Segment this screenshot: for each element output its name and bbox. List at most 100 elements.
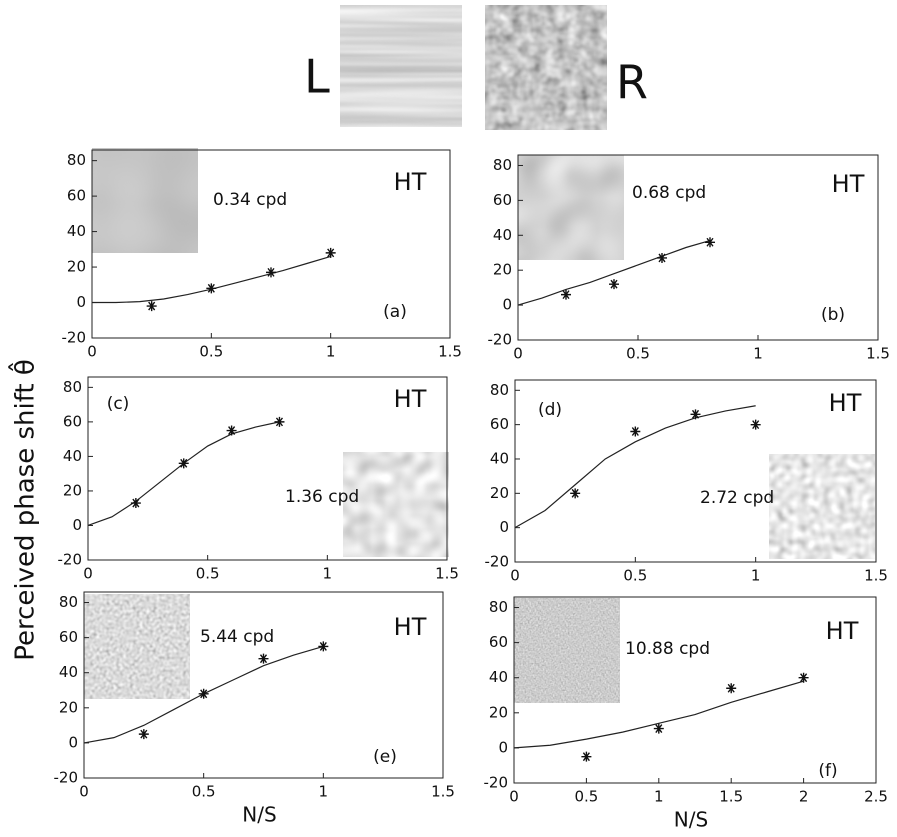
data-point (179, 458, 189, 468)
data-point (609, 279, 619, 289)
y-tick-label: -20 (58, 551, 83, 569)
fit-curve (92, 256, 331, 302)
x-tick-label: 0.5 (196, 565, 220, 583)
data-point (318, 641, 328, 651)
annotation-panel: (c) (107, 394, 130, 414)
y-tick-label: 40 (489, 668, 508, 686)
annotation-ht: HT (832, 170, 865, 198)
annotation-ht: HT (829, 389, 862, 417)
y-tick-label: 40 (67, 222, 86, 240)
y-tick-label: 20 (67, 258, 86, 276)
annotation-frequency: 2.72 cpd (700, 488, 774, 508)
x-tick-label: 1 (751, 567, 761, 585)
y-tick-label: 0 (76, 293, 86, 311)
annotation-panel: (b) (821, 305, 845, 325)
annotation-ht: HT (394, 613, 427, 641)
annotation-ht: HT (394, 168, 427, 196)
y-tick-label: 80 (59, 593, 78, 611)
right-stimulus (485, 5, 607, 130)
x-tick-label: 1.5 (866, 345, 890, 363)
y-tick-label: 20 (489, 703, 508, 721)
data-point (570, 488, 580, 498)
data-point (274, 417, 284, 427)
x-tick-label: 1.5 (438, 343, 462, 361)
data-point (259, 654, 269, 664)
annotation-panel: (f) (818, 761, 837, 781)
data-point (199, 689, 209, 699)
x-tick-label: 0 (509, 788, 519, 806)
x-tick-label: 1.5 (864, 567, 888, 585)
data-point (139, 729, 149, 739)
inset-texture (92, 148, 198, 253)
left-stimulus (340, 5, 462, 127)
y-tick-label: 0 (502, 296, 512, 314)
y-tick-label: 20 (493, 261, 512, 279)
annotation-panel: (d) (538, 400, 562, 420)
data-point (630, 427, 640, 437)
annotation-panel: (a) (383, 302, 407, 322)
y-tick-label: 80 (63, 378, 82, 396)
y-tick-label: -20 (488, 331, 513, 349)
data-point (799, 673, 809, 683)
data-point (691, 409, 701, 419)
y-tick-label: 40 (63, 447, 82, 465)
data-point (227, 426, 237, 436)
y-tick-label: -20 (485, 553, 510, 571)
y-tick-label: 80 (493, 156, 512, 174)
right-label: R (616, 56, 648, 110)
x-tick-label: 0.5 (574, 788, 598, 806)
fit-curve (515, 406, 756, 528)
y-tick-label: 60 (489, 633, 508, 651)
x-tick-label: 0.5 (192, 783, 216, 801)
data-point (751, 420, 761, 430)
y-tick-label: 80 (490, 381, 509, 399)
annotation-frequency: 0.68 cpd (632, 183, 706, 203)
y-tick-label: 80 (489, 598, 508, 616)
x-tick-label: 1.5 (435, 565, 459, 583)
y-tick-label: 0 (498, 738, 508, 756)
y-tick-label: 80 (67, 151, 86, 169)
y-tick-label: 60 (493, 191, 512, 209)
data-point (705, 237, 715, 247)
inset-texture (514, 598, 620, 703)
data-point (726, 683, 736, 693)
inset-texture (84, 594, 190, 699)
annotation-frequency: 1.36 cpd (285, 487, 359, 507)
y-tick-label: 0 (72, 516, 82, 534)
annotation-ht: HT (826, 617, 859, 645)
x-tick-label: 2.5 (864, 788, 888, 806)
y-tick-label: 60 (490, 415, 509, 433)
x-tick-label: 0.5 (623, 567, 647, 585)
annotation-frequency: 5.44 cpd (200, 627, 274, 647)
y-tick-label: 40 (59, 663, 78, 681)
data-point (326, 248, 336, 258)
annotation-frequency: 10.88 cpd (625, 639, 710, 659)
y-tick-label: 20 (59, 698, 78, 716)
y-tick-label: 40 (490, 449, 509, 467)
data-point (561, 290, 571, 300)
x-tick-label: 0 (510, 567, 520, 585)
x-tick-label: 2 (799, 788, 809, 806)
y-tick-label: 20 (63, 481, 82, 499)
data-point (654, 724, 664, 734)
x-tick-label: 1 (326, 343, 336, 361)
annotation-frequency: 0.34 cpd (213, 190, 287, 210)
inset-texture (769, 454, 875, 559)
annotation-ht: HT (394, 385, 427, 413)
annotation-panel: (e) (373, 747, 397, 767)
y-tick-label: 40 (493, 226, 512, 244)
x-tick-label: 1.5 (431, 783, 455, 801)
x-tick-label: 0.5 (199, 343, 223, 361)
data-point (131, 498, 141, 508)
x-tick-label: 1 (654, 788, 664, 806)
y-tick-label: -20 (484, 774, 509, 792)
x-tick-label: 1 (319, 783, 329, 801)
x-tick-label: 0 (87, 343, 97, 361)
y-tick-label: 20 (490, 484, 509, 502)
x-tick-label: 0.5 (626, 345, 650, 363)
x-axis-label: N/S (242, 803, 276, 827)
y-tick-label: 60 (63, 412, 82, 430)
inset-texture (518, 155, 624, 260)
y-tick-label: 0 (68, 733, 78, 751)
y-tick-label: 0 (499, 518, 509, 536)
